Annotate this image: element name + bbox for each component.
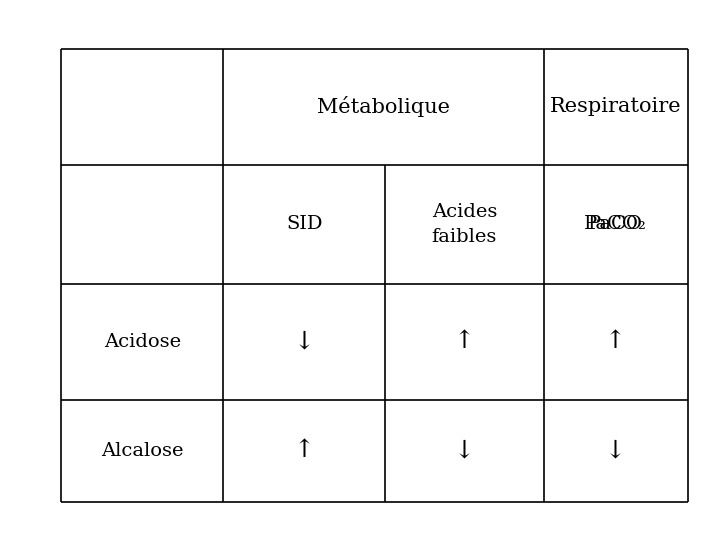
Text: Acidose: Acidose [104, 333, 181, 350]
Text: ↑: ↑ [294, 440, 315, 462]
Text: SID: SID [286, 215, 323, 233]
Text: Métabolique: Métabolique [317, 96, 450, 117]
Text: ↓: ↓ [605, 440, 626, 462]
Text: ↓: ↓ [294, 330, 315, 353]
Text: Acides
faibles: Acides faibles [432, 202, 497, 246]
Text: Respiratoire: Respiratoire [550, 97, 681, 116]
Text: ↑: ↑ [454, 330, 475, 353]
Text: PaCO₂: PaCO₂ [584, 215, 647, 233]
Text: PaCO: PaCO [588, 215, 643, 233]
Text: Alcalose: Alcalose [101, 442, 184, 460]
Text: ↓: ↓ [454, 440, 475, 462]
Text: ↑: ↑ [605, 330, 626, 353]
